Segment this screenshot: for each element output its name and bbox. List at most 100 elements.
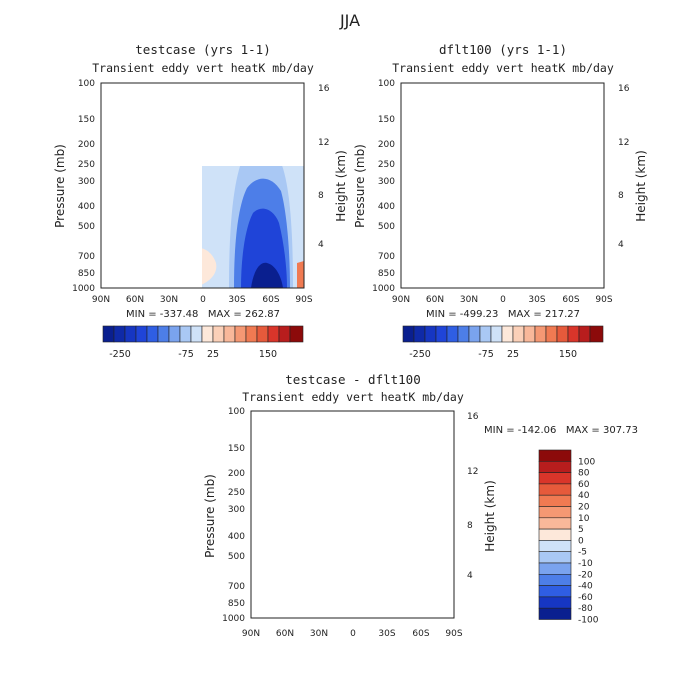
panel-dflt100-yticks-right: 16 12 8 4 xyxy=(618,84,630,250)
panel-difference-yticks: 100 150 200 250 300 400 500 700 850 1000 xyxy=(222,407,245,624)
panel-dflt100-subtitle: Transient eddy vert heatK mb/day xyxy=(392,61,614,75)
field-positive-mid-2 xyxy=(295,567,308,618)
y-tick-label: 150 xyxy=(378,115,395,125)
field-negative-light xyxy=(401,83,604,288)
panel-testcase-stats: MIN = -337.48 MAX = 262.87 xyxy=(126,309,280,320)
field-negative-low-patch xyxy=(429,265,454,288)
field-negative-mid-1 xyxy=(417,188,464,288)
panel-difference-ylabel: Pressure (mb) xyxy=(203,474,217,558)
field-background xyxy=(251,411,454,618)
x-tick-label: 90S xyxy=(595,295,612,305)
x-tick-label: 90N xyxy=(92,295,110,305)
panel-testcase-field xyxy=(118,166,304,288)
colorbar-label: -40 xyxy=(578,582,593,592)
colorbar-label: 80 xyxy=(578,469,590,479)
field-negative-light-2 xyxy=(381,476,400,599)
field-negative-strong xyxy=(241,208,287,288)
field-positive-patch-1 xyxy=(482,248,516,288)
y-tick-label: 250 xyxy=(228,488,245,498)
height-tick-label: 8 xyxy=(318,191,324,201)
field-positive-strong-2 xyxy=(262,589,273,618)
x-tick-label: 30N xyxy=(460,295,478,305)
height-tick-label: 16 xyxy=(618,84,630,94)
height-tick-label: 4 xyxy=(467,571,473,581)
field-positive-patch-2 xyxy=(459,197,474,225)
field-negative-band-1 xyxy=(408,158,475,288)
panel-testcase-xticks: 90N 60N 30N 0 30S 60S 90S xyxy=(92,295,313,305)
field-negative-band-2 xyxy=(527,148,595,288)
y-tick-label: 100 xyxy=(228,407,245,417)
field-positive-light-4 xyxy=(416,411,428,503)
x-tick-label: 90S xyxy=(445,629,462,639)
colorbar-label: 150 xyxy=(259,349,277,360)
x-tick-label: 60N xyxy=(426,295,444,305)
y-tick-label: 400 xyxy=(378,202,395,212)
y-tick-label: 200 xyxy=(228,469,245,479)
panel-testcase: testcase (yrs 1-1) Transient eddy vert h… xyxy=(53,42,348,360)
height-tick-label: 12 xyxy=(467,467,478,477)
field-negative-mid-1 xyxy=(118,188,163,288)
colorbar-label: 25 xyxy=(207,349,219,360)
panel-difference-title: testcase - dflt100 xyxy=(285,372,420,387)
field-positive-light-2 xyxy=(288,526,312,618)
panel-difference-stats: MIN = -142.06 MAX = 307.73 xyxy=(484,425,638,436)
height-tick-label: 12 xyxy=(318,138,329,148)
y-tick-label: 250 xyxy=(378,160,395,170)
x-tick-label: 60S xyxy=(562,295,579,305)
colorbar-label: -60 xyxy=(578,593,593,603)
panel-testcase-title: testcase (yrs 1-1) xyxy=(135,42,270,57)
panel-difference-ylabel-right: Height (km) xyxy=(483,480,497,551)
field-negative-mid-spot xyxy=(390,508,399,536)
field-positive-mid-3 xyxy=(422,572,454,618)
panel-difference-colorbar xyxy=(538,449,572,620)
panel-dflt100-colorbar xyxy=(402,325,604,343)
y-tick-label: 300 xyxy=(228,505,245,515)
y-tick-label: 700 xyxy=(378,252,395,262)
x-tick-label: 90N xyxy=(242,629,260,639)
x-tick-label: 60N xyxy=(126,295,144,305)
field-negative-deep xyxy=(547,255,585,288)
panel-difference-yticks-right: 16 12 8 4 xyxy=(467,412,479,581)
x-tick-label: 90N xyxy=(392,295,410,305)
colorbar-label: 10 xyxy=(578,514,590,524)
x-tick-label: 60S xyxy=(262,295,279,305)
x-tick-label: 30N xyxy=(310,629,328,639)
y-tick-label: 1000 xyxy=(222,614,245,624)
panel-dflt100-yticks: 100 150 200 250 300 400 500 700 850 1000 xyxy=(372,79,395,294)
x-tick-label: 30S xyxy=(378,629,395,639)
y-tick-label: 1000 xyxy=(72,284,95,294)
height-tick-label: 4 xyxy=(618,240,624,250)
colorbar-label: 25 xyxy=(507,349,519,360)
y-tick-label: 300 xyxy=(378,177,395,187)
panel-dflt100-frame xyxy=(400,82,605,289)
y-tick-label: 400 xyxy=(78,202,95,212)
colorbar-label: 40 xyxy=(578,491,590,501)
panel-dflt100-ylabel: Pressure (mb) xyxy=(353,144,367,228)
y-tick-label: 700 xyxy=(78,252,95,262)
panel-dflt100-field xyxy=(401,83,604,288)
colorbar-label: 20 xyxy=(578,503,590,513)
colorbar-label: -10 xyxy=(578,559,593,569)
field-positive-light-3 xyxy=(408,554,454,619)
field-negative-strong xyxy=(539,202,589,288)
colorbar-label: 60 xyxy=(578,480,590,490)
panel-dflt100-xticks: 90N 60N 30N 0 30S 60S 90S xyxy=(392,295,613,305)
x-tick-label: 60N xyxy=(276,629,294,639)
colorbar-label: -20 xyxy=(578,570,593,580)
colorbar-label: -75 xyxy=(478,349,494,360)
y-tick-label: 850 xyxy=(228,599,245,609)
panel-difference: testcase - dflt100 Transient eddy vert h… xyxy=(203,372,638,639)
field-positive-pale-1 xyxy=(251,411,315,618)
panel-testcase-ylabel-right: Height (km) xyxy=(334,150,348,221)
y-tick-label: 850 xyxy=(78,269,95,279)
panel-dflt100: dflt100 (yrs 1-1) Transient eddy vert he… xyxy=(353,42,648,360)
height-tick-label: 16 xyxy=(467,412,479,422)
panel-difference-subtitle: Transient eddy vert heatK mb/day xyxy=(242,390,464,404)
field-positive-light-1 xyxy=(252,507,286,618)
field-positive-edge xyxy=(596,257,604,288)
colorbar-label: -75 xyxy=(178,349,194,360)
height-tick-label: 4 xyxy=(318,240,324,250)
panel-testcase-frame xyxy=(100,82,305,289)
y-tick-label: 500 xyxy=(228,552,245,562)
